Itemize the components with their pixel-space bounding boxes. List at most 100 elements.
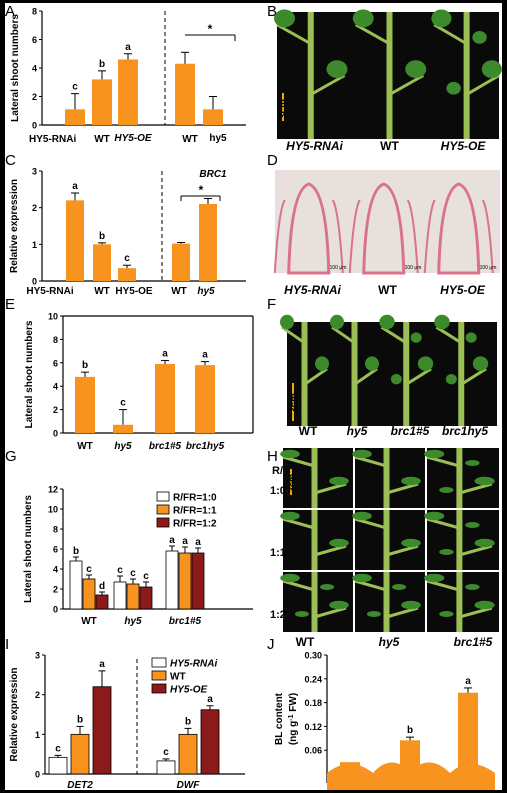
petiole	[460, 367, 487, 386]
leaf	[379, 314, 395, 330]
leaf	[329, 538, 349, 548]
x-tick-label: hy5	[209, 133, 227, 144]
lateral-shoot	[439, 549, 454, 555]
bar	[69, 560, 83, 610]
y-axis-label: BL content	[274, 692, 285, 745]
gene-title: BRC1	[199, 169, 227, 180]
y-tick-label: 0.06	[304, 746, 322, 756]
photo-B-0	[274, 9, 352, 139]
petiole	[354, 455, 387, 468]
leaf	[352, 9, 374, 28]
significance-letter: a	[72, 181, 78, 192]
bar	[48, 756, 68, 775]
significance-letter: a	[465, 676, 471, 687]
photo-H-0-0	[280, 448, 353, 508]
leaf	[326, 60, 348, 79]
leaf	[352, 449, 372, 459]
photo-label: HY5-RNAi	[286, 139, 343, 153]
petiole	[282, 455, 315, 468]
petiole	[314, 544, 347, 557]
significance-letter: a	[99, 659, 105, 670]
scale-bar-label: 3cm	[287, 474, 297, 492]
leaf	[474, 476, 495, 486]
bar	[199, 204, 217, 281]
legend-swatch	[151, 670, 167, 681]
petiole	[388, 74, 424, 96]
bar	[175, 63, 195, 125]
petiole	[276, 23, 312, 46]
photo-label: brc1#5	[454, 635, 493, 649]
y-tick-label: 12	[48, 485, 58, 495]
petiole	[354, 517, 387, 530]
y-tick-label: 6	[32, 35, 37, 45]
y-tick-label: 6	[53, 545, 58, 555]
leaf	[280, 511, 300, 521]
bar	[178, 733, 198, 775]
petiole	[282, 579, 315, 592]
leaf	[417, 356, 434, 371]
lateral-shoot	[410, 332, 422, 343]
stem	[311, 510, 318, 570]
photo-B-1	[352, 9, 427, 139]
petiole	[386, 482, 419, 495]
stem	[383, 572, 390, 632]
lateral-shoot	[465, 584, 480, 590]
petiole	[282, 517, 315, 530]
bottom-decoration	[327, 762, 495, 790]
significance-letter: c	[55, 743, 61, 754]
photo-label: HY5-OE	[441, 139, 487, 153]
stem	[456, 510, 463, 570]
panel-letter-J: J	[267, 636, 275, 653]
significance-star: *	[208, 22, 213, 36]
panel-letter-H: H	[267, 448, 278, 465]
y-tick-label: 1	[35, 730, 40, 740]
panel-letter-B: B	[267, 3, 277, 20]
lateral-shoot	[446, 81, 461, 95]
y-tick-label: 0.18	[304, 698, 322, 708]
x-tick-label: WT	[94, 286, 110, 297]
petiole	[386, 544, 419, 557]
bar	[66, 200, 84, 281]
legend-swatch	[156, 491, 170, 502]
lateral-shoot	[366, 611, 381, 617]
petiole	[458, 482, 493, 495]
petiole	[303, 367, 328, 386]
photo-label: hy5	[347, 424, 368, 438]
histology-2: 100 μm	[423, 170, 500, 275]
legend-swatch	[151, 683, 167, 694]
petiole	[380, 325, 408, 345]
photo-label: WT	[380, 139, 399, 153]
photo-H-2-1	[352, 572, 425, 632]
scale-bar-label: 100 μm	[330, 265, 347, 271]
meristem-outline	[437, 182, 481, 275]
x-tick-label: WT	[171, 286, 187, 297]
stem	[351, 322, 358, 426]
significance-letter: a	[207, 694, 213, 705]
leaf	[274, 9, 295, 28]
y-tick-label: 0	[32, 121, 37, 131]
stem	[311, 448, 318, 508]
petiole	[310, 74, 346, 96]
legend-label: HY5-RNAi	[170, 659, 217, 670]
leaf	[329, 476, 349, 486]
y-tick-label: 4	[32, 64, 37, 74]
bar	[65, 109, 85, 125]
stem	[403, 322, 410, 426]
petiole	[465, 74, 500, 96]
bar	[75, 376, 95, 433]
x-tick-label: DET2	[67, 780, 93, 790]
x-tick-label: hy5	[124, 616, 142, 627]
y-tick-label: 0.30	[304, 651, 322, 661]
petiole	[355, 23, 391, 46]
leaf-primordium	[331, 199, 344, 274]
bar	[126, 583, 140, 610]
bar	[92, 686, 112, 775]
y-axis-label: Lateral shoot numbers	[24, 320, 35, 428]
lateral-shoot	[472, 31, 487, 44]
leaf	[401, 476, 421, 486]
bar	[165, 550, 179, 610]
photo-label: hy5	[379, 635, 400, 649]
photo-F-1	[330, 314, 387, 426]
leaf	[280, 449, 300, 459]
legend-label: WT	[170, 672, 186, 683]
